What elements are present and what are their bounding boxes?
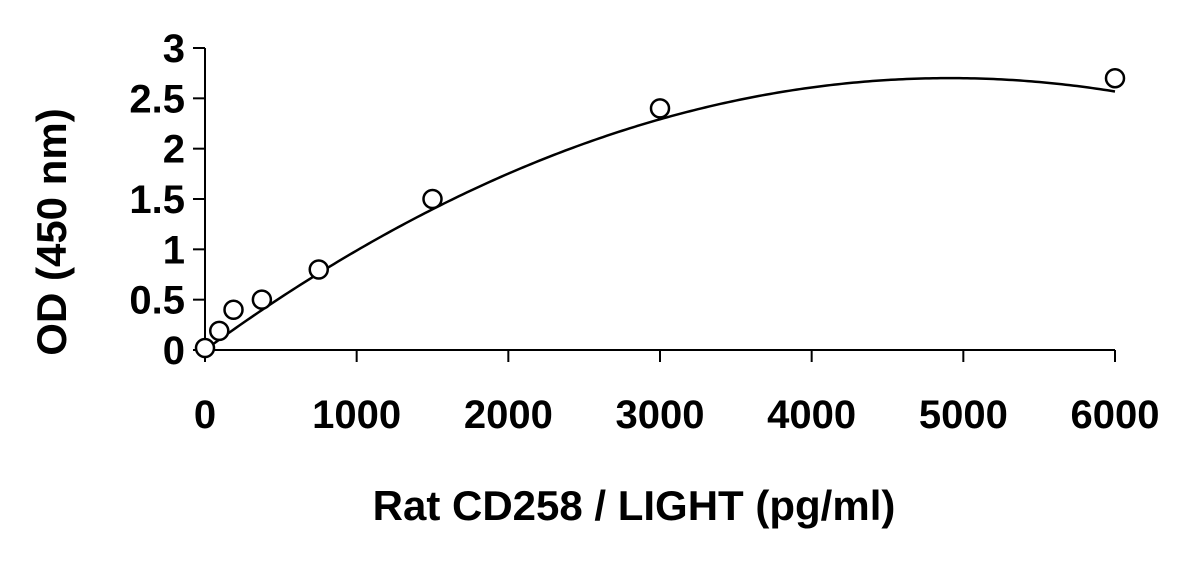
y-tick-label: 2.5 — [129, 77, 185, 121]
y-tick-label: 0.5 — [129, 279, 185, 323]
data-point — [422, 188, 443, 210]
x-axis-title: Rat CD258 / LIGHT (pg/ml) — [373, 482, 896, 529]
x-tick-label: 2000 — [464, 393, 553, 437]
fit-curve-layer — [204, 76, 1116, 352]
y-tick-label: 1 — [163, 228, 185, 272]
y-tick-label: 2 — [163, 128, 185, 172]
data-point — [194, 337, 216, 359]
tick-labels-layer: 0 0.5 1 1.5 2 2.5 3 0 1000 2000 3000 4000 5000 6000 — [129, 27, 1159, 437]
y-axis-title: OD (450 nm) — [28, 108, 75, 355]
x-tick-label: 3000 — [616, 393, 705, 437]
x-tick-label: 4000 — [767, 393, 856, 437]
x-tick-label: 5000 — [919, 393, 1008, 437]
x-tick-label: 6000 — [1071, 393, 1160, 437]
y-tick-label: 1.5 — [129, 178, 185, 222]
fit-curve-line — [204, 76, 1116, 352]
x-tick-label: 1000 — [312, 393, 401, 437]
x-tick-label: 0 — [194, 393, 216, 437]
axes — [193, 47, 1116, 362]
y-tick-label: 3 — [163, 27, 185, 71]
data-point — [308, 259, 329, 280]
data-point — [649, 98, 671, 119]
data-point — [251, 289, 273, 310]
data-point — [1104, 67, 1126, 89]
data-points-layer — [194, 67, 1126, 359]
data-point — [223, 299, 244, 320]
y-tick-label: 0 — [163, 329, 185, 373]
data-point — [209, 320, 230, 342]
